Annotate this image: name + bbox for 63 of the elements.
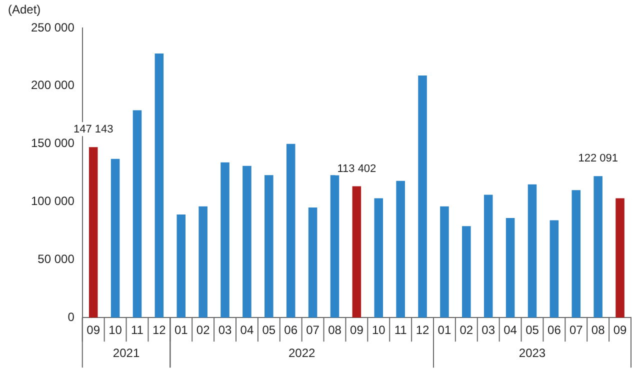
- x-tick-label: 11: [131, 323, 144, 338]
- y-tick-label: 100 000: [30, 194, 75, 208]
- x-tick-label: 01: [438, 323, 452, 338]
- x-tick-label: 08: [591, 323, 606, 338]
- bar: [550, 220, 559, 318]
- bar: [396, 180, 405, 318]
- x-tick-label: 12: [152, 323, 166, 338]
- x-tick-label: 05: [526, 323, 540, 338]
- bar: [286, 144, 296, 318]
- bar: [198, 206, 208, 318]
- bar: [110, 158, 120, 318]
- x-tick-label: 02: [460, 323, 474, 338]
- bar: [594, 176, 602, 318]
- x-tick-label: 08: [328, 323, 342, 338]
- x-tick-label: 09: [86, 323, 100, 338]
- text: 2023: [518, 346, 546, 360]
- x-tick-label: 04: [504, 323, 518, 338]
- data-label: 113 402: [337, 162, 376, 175]
- x-tick-label: 06: [548, 323, 562, 338]
- y-tick-label: 250 000: [30, 20, 75, 34]
- x-tick-label: 03: [482, 323, 496, 338]
- x-tick-label: 12: [416, 323, 430, 338]
- x-tick-label: 07: [306, 323, 320, 338]
- bar: [572, 190, 581, 318]
- y-tick-label: 150 000: [30, 136, 75, 150]
- bar: [616, 198, 624, 318]
- bar: [506, 218, 515, 318]
- bar: [484, 194, 493, 318]
- x-tick-label: 02: [196, 323, 210, 338]
- x-tick-label: 05: [262, 323, 276, 338]
- x-tick-label: 10: [108, 323, 122, 338]
- bar: [440, 206, 449, 318]
- bar: [176, 214, 186, 318]
- x-tick-label: 09: [613, 323, 628, 338]
- bar: [462, 226, 471, 318]
- bar: [374, 198, 384, 318]
- x-tick-label: 11: [394, 323, 408, 338]
- bar: [308, 208, 318, 318]
- y-tick-label: 0: [68, 310, 75, 324]
- text: 2021: [112, 346, 140, 360]
- y-tick-label: 200 000: [30, 78, 75, 92]
- x-tick-label: 01: [174, 323, 188, 338]
- bar: [220, 162, 230, 318]
- x-tick-label: 06: [284, 323, 298, 338]
- bar: [330, 175, 340, 318]
- bar: [528, 184, 537, 318]
- x-tick-label: 04: [240, 323, 254, 338]
- bar: [418, 75, 427, 318]
- x-tick-label: 03: [218, 323, 232, 338]
- bar: [352, 186, 362, 318]
- bar: [242, 166, 252, 318]
- bar: [264, 175, 274, 318]
- bar: [88, 147, 98, 318]
- data-label: 122 091: [578, 152, 618, 165]
- bar: [132, 110, 142, 318]
- text: 2022: [288, 346, 316, 360]
- y-tick-label: 50 000: [38, 252, 75, 266]
- x-tick-label: 09: [350, 323, 364, 338]
- x-tick-label: 10: [372, 323, 386, 338]
- data-label: 147 143: [73, 124, 114, 136]
- bar: [154, 53, 164, 318]
- x-tick-label: 07: [569, 323, 584, 338]
- y-axis-title: (Adet): [8, 2, 41, 16]
